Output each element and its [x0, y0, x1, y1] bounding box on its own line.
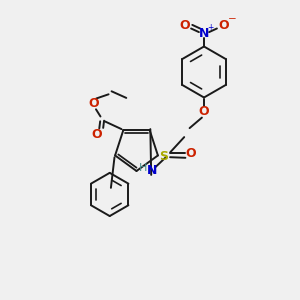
- Text: O: O: [179, 19, 190, 32]
- Text: O: O: [199, 105, 209, 119]
- Text: +: +: [207, 23, 214, 32]
- Text: N: N: [147, 164, 157, 177]
- Text: −: −: [228, 14, 237, 24]
- Text: N: N: [199, 27, 209, 40]
- Text: O: O: [218, 19, 229, 32]
- Text: H: H: [139, 163, 148, 173]
- Text: O: O: [185, 147, 196, 160]
- Text: O: O: [89, 98, 100, 110]
- Text: S: S: [159, 150, 168, 163]
- Text: O: O: [91, 128, 102, 141]
